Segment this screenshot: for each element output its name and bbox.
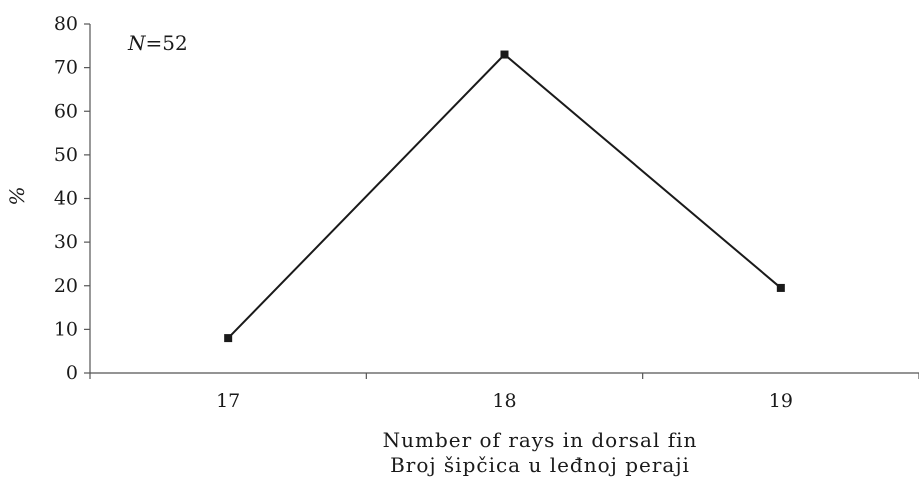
y-tick-label: 40 [54,188,78,210]
x-axis-title-line2: Broj šipčica u leđnoj peraji [390,453,690,477]
x-tick-label: 18 [492,390,516,412]
y-tick-label: 70 [54,57,78,79]
y-axis: 0 10 20 30 40 50 60 70 80 [54,13,91,384]
x-tick-label: 17 [216,390,240,412]
y-tick-label: 30 [54,231,78,253]
series-line [224,50,785,343]
sample-size-annotation: N=52 [127,31,188,55]
y-tick-label: 0 [66,362,78,384]
x-axis: 17 18 19 [89,372,919,412]
y-axis-title: % [5,186,29,205]
y-tick-label: 60 [54,100,78,122]
x-tick-label: 19 [769,390,793,412]
data-point-marker [500,50,509,59]
y-tick-label: 10 [54,318,78,340]
data-point-marker [776,283,785,292]
x-axis-title-line1: Number of rays in dorsal fin [383,428,698,452]
y-tick-label: 50 [54,144,78,166]
y-tick-label: 80 [54,13,78,35]
data-point-marker [224,334,233,343]
sample-size-value: =52 [146,31,188,55]
sample-size-letter: N [127,31,147,55]
series-polyline [227,53,782,339]
y-tick-label: 20 [54,275,78,297]
